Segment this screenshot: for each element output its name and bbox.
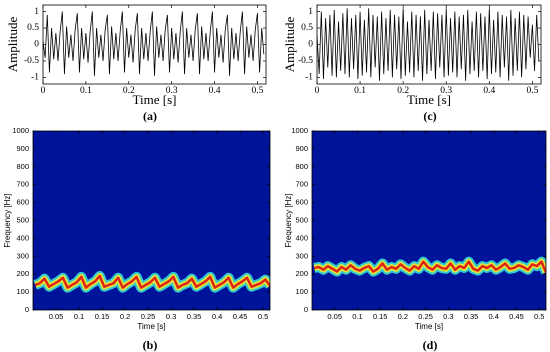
x-tick-label: 0.25 xyxy=(418,312,433,321)
x-tick-label: 0 xyxy=(315,86,320,96)
y-tick-label: 400 xyxy=(16,233,29,242)
x-axis-label: Time [s] xyxy=(415,322,443,331)
x-tick-label: 0.35 xyxy=(464,312,479,321)
y-tick-label: 1000 xyxy=(291,126,308,135)
x-tick-label: 0.4 xyxy=(483,86,495,96)
y-tick-label: 600 xyxy=(16,198,29,207)
x-tick-label: 0.2 xyxy=(120,312,130,321)
y-axis-label: Frequency [Hz] xyxy=(284,193,293,247)
x-tick-label: 0.3 xyxy=(166,86,178,96)
signal-line xyxy=(43,11,265,76)
y-axis-label: Amplitude xyxy=(5,16,20,72)
x-tick-label: 0.5 xyxy=(526,86,538,96)
y-tick-label: 500 xyxy=(295,215,308,224)
x-tick-label: 0.4 xyxy=(209,86,221,96)
y-tick-label: 1000 xyxy=(12,126,29,135)
plot-area xyxy=(33,270,270,293)
x-tick-label: 0.45 xyxy=(233,312,248,321)
y-tick-label: 700 xyxy=(16,180,29,189)
x-tick-label: 0 xyxy=(41,86,46,96)
plot-area xyxy=(313,256,546,277)
y-axis-label: Amplitude xyxy=(282,16,297,72)
x-axis-label: Time [s] xyxy=(133,92,177,107)
plot-area xyxy=(43,11,265,76)
y-tick-label: 500 xyxy=(16,215,29,224)
x-tick-label: 0.45 xyxy=(509,312,524,321)
x-tick-label: 0.5 xyxy=(258,312,268,321)
ridge-line xyxy=(34,274,270,289)
plot-background xyxy=(312,131,546,310)
panel: 0 0.1 0.2 0.3 0.4 0.5 -1 -0.5 0 0.5 1 Time [s] Ampli… xyxy=(282,4,542,123)
x-tick-label: 0.35 xyxy=(187,312,202,321)
signal-line xyxy=(317,8,540,81)
y-tick-label: 200 xyxy=(295,269,308,278)
x-tick-label: 0.3 xyxy=(166,312,176,321)
x-tick-label: 0.05 xyxy=(49,312,64,321)
x-axis-label: Time [s] xyxy=(407,92,451,107)
y-tick-label: 900 xyxy=(16,144,29,153)
y-tick-label: 300 xyxy=(16,251,29,260)
panel-label: (b) xyxy=(143,338,158,352)
x-tick-label: 0.2 xyxy=(398,312,408,321)
y-tick-label: 800 xyxy=(16,162,29,171)
y-tick-label: 0.5 xyxy=(301,23,313,33)
x-tick-label: 0.3 xyxy=(443,312,453,321)
x-tick-label: 0.15 xyxy=(373,312,388,321)
x-axis-label: Time [s] xyxy=(137,322,165,331)
y-tick-label: 900 xyxy=(295,144,308,153)
y-tick-label: 0.5 xyxy=(27,23,39,33)
panel: 0.05 0.1 0.15 0.2 0.25 0.3 0.35 0.4 0.45 0.5 0 100 2… xyxy=(3,126,271,352)
y-tick-label: 800 xyxy=(295,162,308,171)
y-tick-label: 300 xyxy=(295,251,308,260)
x-tick-label: 0.1 xyxy=(354,86,366,96)
x-tick-label: 0.4 xyxy=(489,312,499,321)
y-tick-label: 0 xyxy=(34,40,39,50)
y-tick-label: 0 xyxy=(304,305,308,314)
y-tick-label: 1 xyxy=(308,7,313,17)
y-tick-label: -0.5 xyxy=(24,56,39,66)
x-tick-label: 0.4 xyxy=(212,312,222,321)
y-tick-label: -0.5 xyxy=(298,56,313,66)
x-tick-label: 0.1 xyxy=(352,312,362,321)
y-tick-label: 700 xyxy=(295,180,308,189)
x-tick-label: 0.2 xyxy=(123,86,135,96)
x-tick-label: 0.5 xyxy=(251,86,263,96)
panel: 0.05 0.1 0.15 0.2 0.25 0.3 0.35 0.4 0.45 0.5 0 100 2… xyxy=(284,126,547,352)
ridge-line xyxy=(314,260,546,273)
x-tick-label: 0.25 xyxy=(141,312,156,321)
panel-label: (a) xyxy=(143,109,157,123)
x-tick-label: 0.15 xyxy=(95,312,110,321)
x-tick-label: 0.2 xyxy=(397,86,409,96)
y-tick-label: 600 xyxy=(295,198,308,207)
plot-area xyxy=(317,8,540,81)
panel-label: (d) xyxy=(423,338,438,352)
y-axis-label: Frequency [Hz] xyxy=(3,193,12,247)
panel-label: (c) xyxy=(423,109,436,123)
panel: 0 0.1 0.2 0.3 0.4 0.5 -1 -0.5 0 0.5 1 Time [s] Ampli… xyxy=(5,4,267,123)
y-tick-label: 100 xyxy=(16,287,29,296)
y-tick-label: -1 xyxy=(305,73,313,83)
y-tick-label: 400 xyxy=(295,233,308,242)
y-tick-label: 1 xyxy=(34,7,39,17)
x-tick-label: 0.5 xyxy=(534,312,544,321)
y-tick-label: 100 xyxy=(295,287,308,296)
y-tick-label: 0 xyxy=(25,305,29,314)
y-tick-label: -1 xyxy=(31,73,39,83)
y-tick-label: 0 xyxy=(308,40,313,50)
x-tick-label: 0.1 xyxy=(80,86,92,96)
x-tick-label: 0.3 xyxy=(440,86,452,96)
x-tick-label: 0.05 xyxy=(327,312,342,321)
y-tick-label: 200 xyxy=(16,269,29,278)
x-tick-label: 0.1 xyxy=(74,312,84,321)
